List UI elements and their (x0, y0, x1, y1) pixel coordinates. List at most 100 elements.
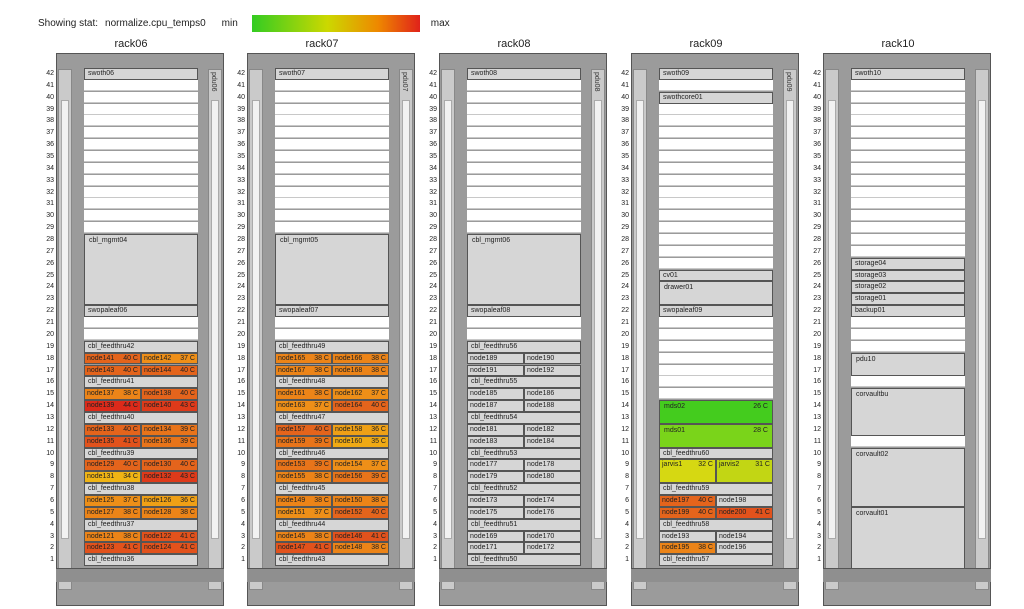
node-cell[interactable]: node196 (716, 542, 773, 555)
device[interactable]: cbl_feedthru59 (659, 483, 773, 495)
device[interactable]: backup01 (851, 305, 965, 318)
node-cell[interactable]: node179 (467, 471, 524, 484)
node-cell[interactable]: node173 (467, 494, 524, 507)
node-cell[interactable]: node146 41 C (332, 530, 389, 543)
device[interactable]: cbl_feedthru51 (467, 518, 581, 531)
node-cell[interactable]: node163 37 C (275, 400, 332, 412)
device[interactable]: cbl_feedthru53 (467, 447, 581, 460)
node-cell[interactable]: node175 (467, 506, 524, 519)
device[interactable]: cbl_feedthru46 (275, 447, 389, 460)
node-cell[interactable]: node126 36 C (141, 494, 198, 507)
device[interactable]: cbl_feedthru43 (275, 554, 389, 567)
node-cell[interactable]: node187 (467, 400, 524, 412)
node-cell[interactable]: node160 35 C (332, 435, 389, 448)
node-cell[interactable]: jarvis1 32 C (659, 459, 716, 484)
device[interactable]: cbl_feedthru39 (84, 447, 198, 460)
device[interactable]: swoth07 (275, 68, 389, 80)
device[interactable]: corvaultbu (851, 388, 965, 436)
node-cell[interactable]: node171 (467, 542, 524, 555)
node-cell[interactable]: node188 (524, 400, 581, 412)
device[interactable]: cbl_feedthru60 (659, 447, 773, 460)
node-cell[interactable]: node157 40 C (275, 423, 332, 436)
device[interactable]: cbl_feedthru54 (467, 411, 581, 424)
device[interactable]: cbl_feedthru41 (84, 376, 198, 389)
node-cell[interactable]: node125 37 C (84, 494, 141, 507)
device[interactable]: cbl_feedthru58 (659, 518, 773, 531)
node-cell[interactable]: node176 (524, 506, 581, 519)
node-cell[interactable]: node137 38 C (84, 388, 141, 401)
device[interactable]: cbl_mgmt05 (275, 234, 389, 306)
device[interactable]: swopaleaf08 (467, 305, 581, 318)
node-cell[interactable]: node185 (467, 388, 524, 401)
device[interactable]: storage02 (851, 281, 965, 294)
node-cell[interactable]: node127 38 C (84, 506, 141, 519)
device[interactable]: cbl_feedthru56 (467, 340, 581, 353)
device[interactable]: swopaleaf09 (659, 305, 773, 318)
node-cell[interactable]: node131 34 C (84, 471, 141, 484)
node-cell[interactable]: node168 38 C (332, 364, 389, 377)
device[interactable]: cbl_feedthru55 (467, 376, 581, 389)
node-cell[interactable]: node164 40 C (332, 400, 389, 412)
node-cell[interactable]: node162 37 C (332, 388, 389, 401)
node-cell[interactable]: node129 40 C (84, 459, 141, 472)
node-cell[interactable]: node195 38 C (659, 542, 716, 555)
node-cell[interactable]: node124 41 C (141, 542, 198, 555)
node-cell[interactable]: node197 40 C (659, 494, 716, 507)
node-cell[interactable]: node155 38 C (275, 471, 332, 484)
device[interactable]: swoth09 (659, 68, 773, 80)
device[interactable]: cbl_feedthru57 (659, 554, 773, 567)
node-cell[interactable]: node144 40 C (141, 364, 198, 377)
node-cell[interactable]: node123 41 C (84, 542, 141, 555)
node-cell[interactable]: node151 37 C (275, 506, 332, 519)
device[interactable]: swoth08 (467, 68, 581, 80)
node-cell[interactable]: node181 (467, 423, 524, 436)
node-cell[interactable]: node186 (524, 388, 581, 401)
node-cell[interactable]: node166 38 C (332, 352, 389, 365)
node-cell[interactable]: node170 (524, 530, 581, 543)
node-cell[interactable]: node145 38 C (275, 530, 332, 543)
device[interactable]: cbl_feedthru44 (275, 518, 389, 531)
device[interactable]: cbl_feedthru37 (84, 518, 198, 531)
stat-selector[interactable]: normalize.cpu_temps0 (105, 17, 206, 29)
node-cell[interactable]: node139 44 C (84, 400, 141, 412)
node-cell[interactable]: node135 41 C (84, 435, 141, 448)
node-cell[interactable]: node180 (524, 471, 581, 484)
device[interactable]: corvault01 (851, 506, 965, 578)
node-cell[interactable]: node167 38 C (275, 364, 332, 377)
device[interactable]: cbl_feedthru47 (275, 411, 389, 424)
node-cell[interactable]: node192 (524, 364, 581, 377)
device[interactable]: cbl_mgmt06 (467, 234, 581, 306)
device[interactable]: cbl_mgmt04 (84, 234, 198, 306)
node-cell[interactable]: node182 (524, 423, 581, 436)
device[interactable]: cbl_feedthru49 (275, 340, 389, 353)
node-cell[interactable]: node198 (716, 494, 773, 507)
device[interactable]: storage04 (851, 257, 965, 270)
node-cell[interactable]: node193 (659, 530, 716, 543)
device[interactable]: corvault02 (851, 447, 965, 507)
node-cell[interactable]: node152 40 C (332, 506, 389, 519)
node-cell[interactable]: node143 40 C (84, 364, 141, 377)
node-cell[interactable]: node153 39 C (275, 459, 332, 472)
node-cell[interactable]: node140 43 C (141, 400, 198, 412)
node-cell[interactable]: node172 (524, 542, 581, 555)
node-cell[interactable]: node169 (467, 530, 524, 543)
device[interactable]: mds02 26 C (659, 400, 773, 424)
node-cell[interactable]: node183 (467, 435, 524, 448)
node-cell[interactable]: node178 (524, 459, 581, 472)
node-cell[interactable]: node141 40 C (84, 352, 141, 365)
node-cell[interactable]: node136 39 C (141, 435, 198, 448)
node-cell[interactable]: node161 38 C (275, 388, 332, 401)
node-cell[interactable]: node165 38 C (275, 352, 332, 365)
node-cell[interactable]: node200 41 C (716, 506, 773, 519)
device[interactable]: storage01 (851, 293, 965, 306)
node-cell[interactable]: node159 39 C (275, 435, 332, 448)
node-cell[interactable]: node142 37 C (141, 352, 198, 365)
node-cell[interactable]: node133 40 C (84, 423, 141, 436)
node-cell[interactable]: node122 41 C (141, 530, 198, 543)
node-cell[interactable]: node150 38 C (332, 494, 389, 507)
device[interactable]: swoth06 (84, 68, 198, 80)
node-cell[interactable]: jarvis2 31 C (716, 459, 773, 484)
device[interactable]: cbl_feedthru45 (275, 483, 389, 495)
device[interactable]: cbl_feedthru42 (84, 340, 198, 353)
node-cell[interactable]: node158 36 C (332, 423, 389, 436)
